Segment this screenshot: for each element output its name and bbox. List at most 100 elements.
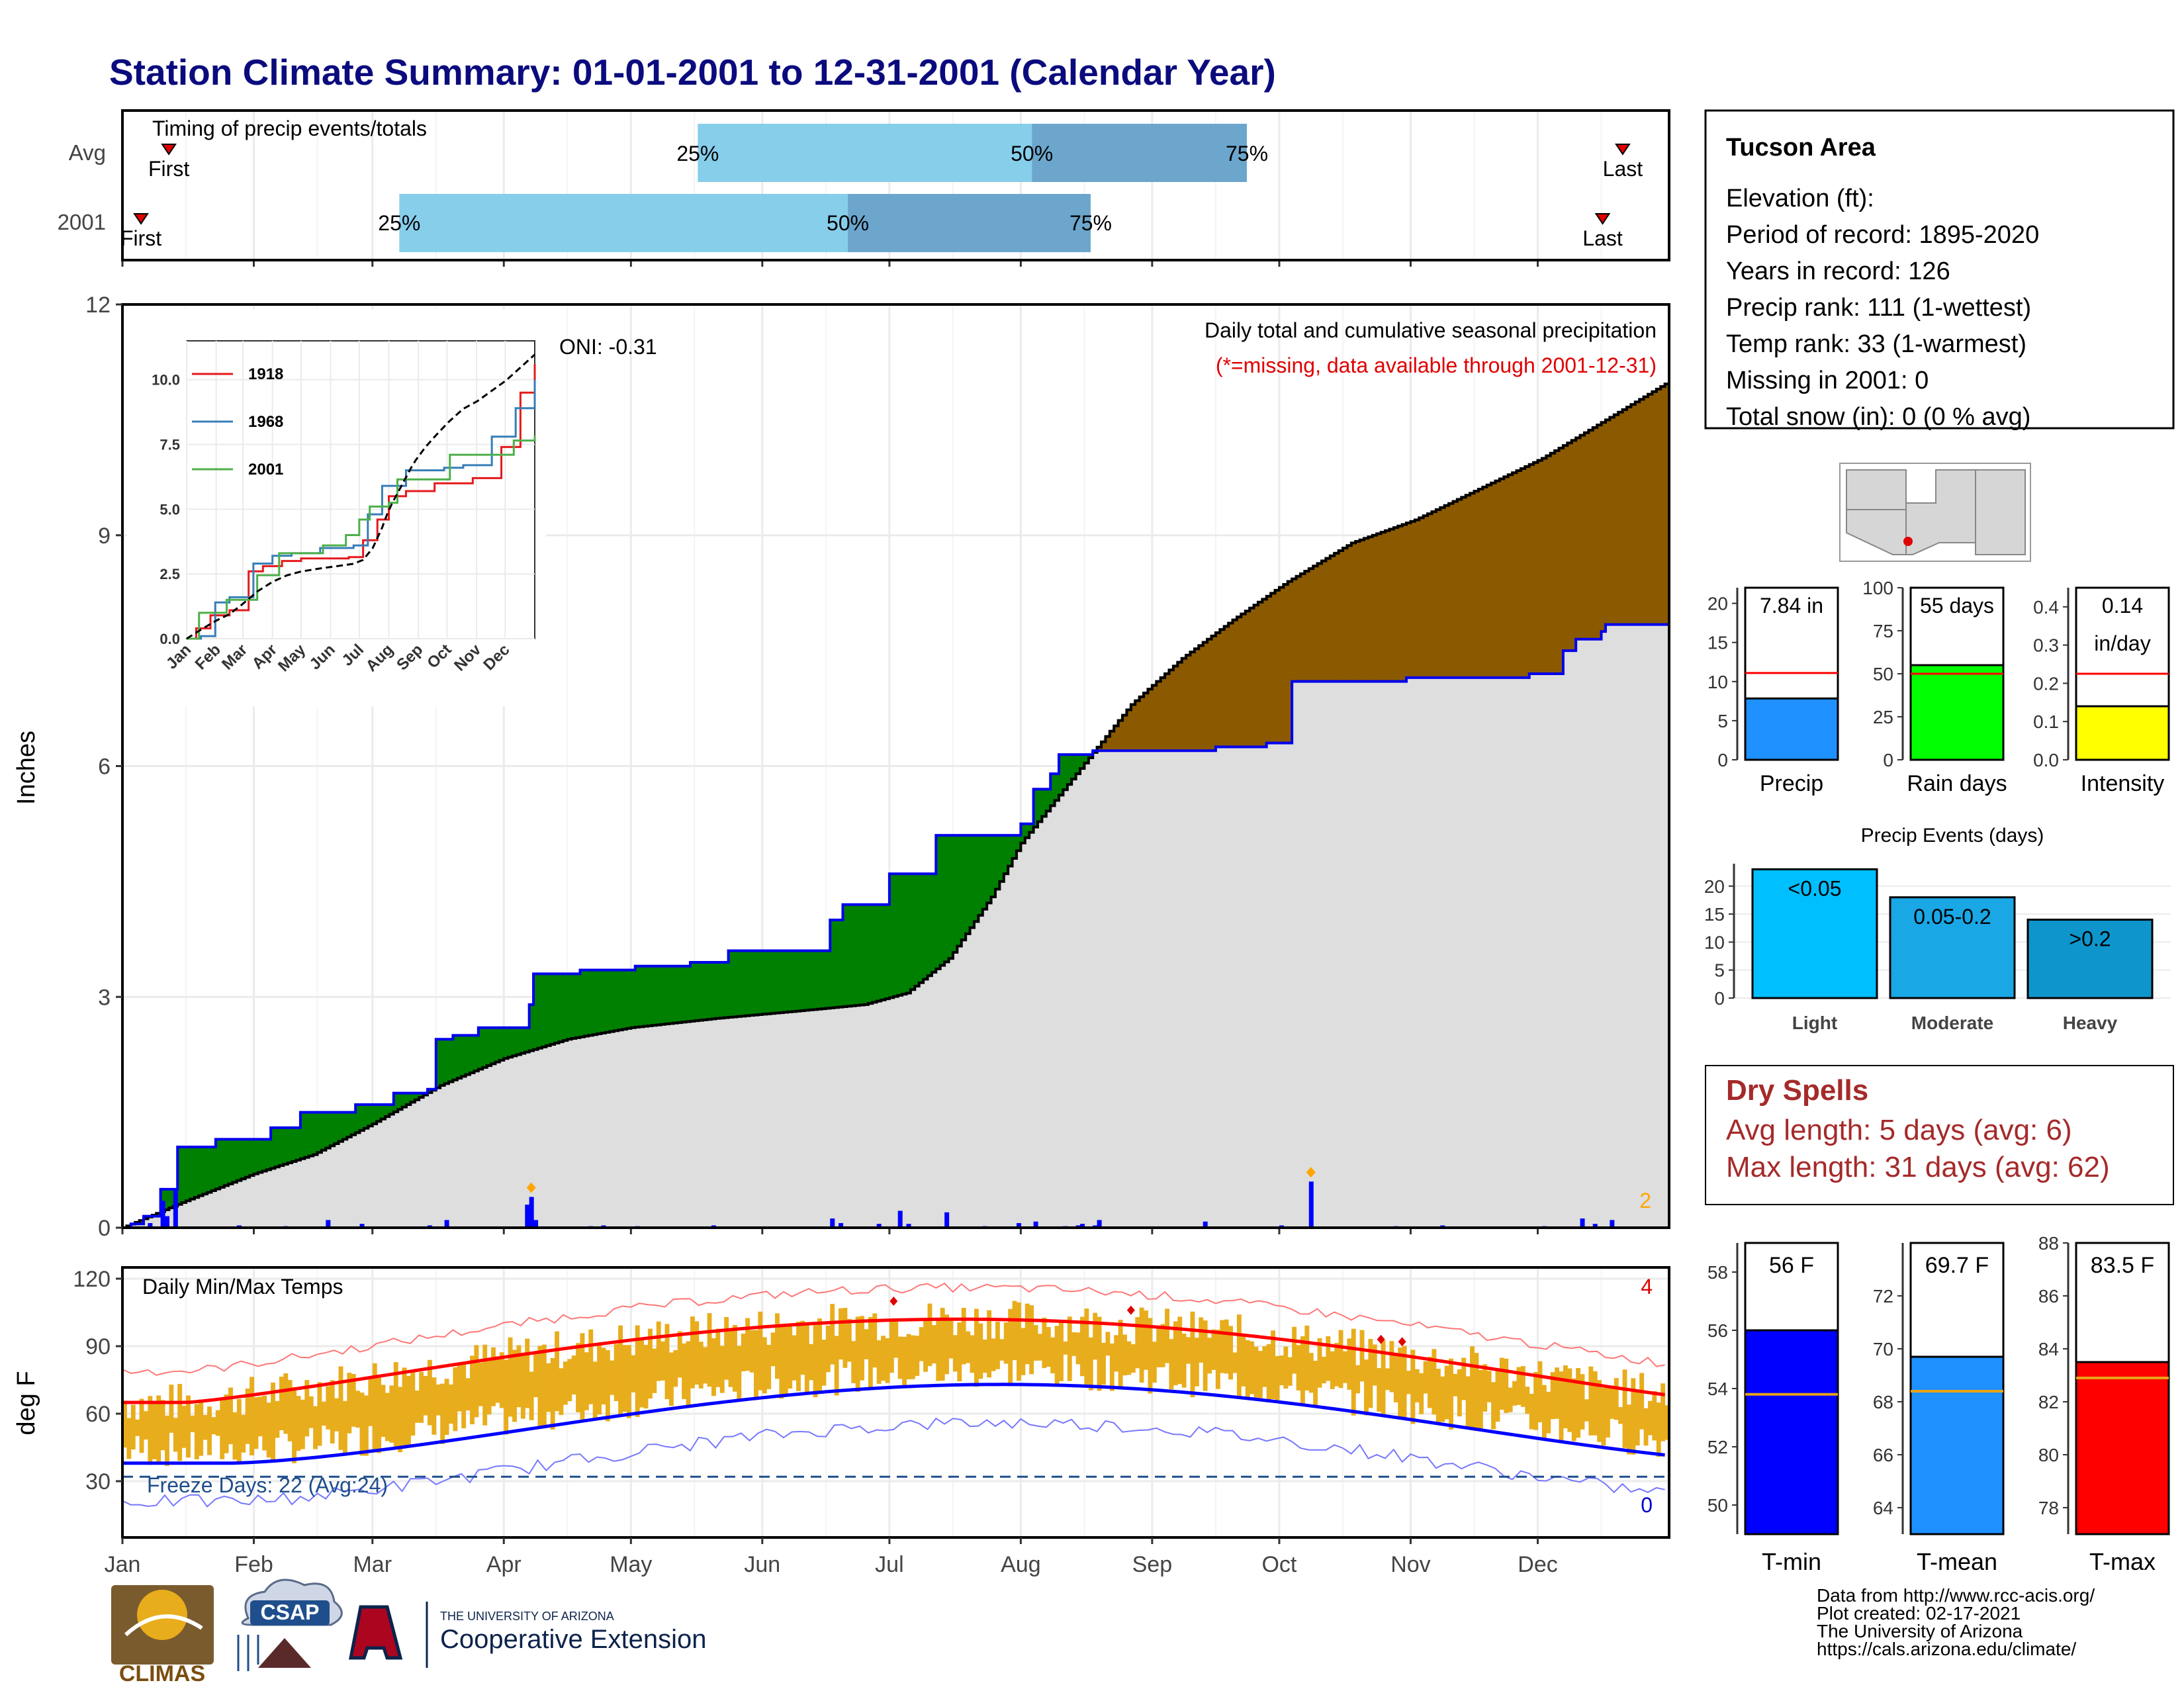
above-normal-area [330,1113,335,1146]
timing-label: Timing of precip events/totals [152,116,427,140]
station-period: Period of record: 1895-2020 [1726,221,2039,249]
below-normal-area [1360,540,1365,682]
temp-bar-value-text: 69.7 F [1925,1253,1989,1278]
above-normal-area [940,835,945,965]
daily-temp-bar [1118,1320,1123,1388]
daily-temp-bar [275,1401,279,1438]
mini-tick-label: 0.0 [2033,750,2059,770]
below-normal-area [1343,548,1347,682]
mini-bar-label: Precip [1760,771,1823,796]
above-normal-area [457,1035,462,1078]
daily-temp-bar [792,1336,797,1381]
daily-temp-bar [207,1406,212,1455]
daily-temp-bar [1419,1373,1424,1414]
below-normal-area [1555,451,1559,674]
timing-row-avg: Avg [69,140,106,165]
above-normal-area [881,905,886,1000]
inset-y-tick: 7.5 [159,437,180,453]
daily-temp-bar [1212,1330,1216,1370]
daily-temp-bar [343,1401,347,1453]
daily-temp-bar [711,1338,716,1396]
daily-temp-bar [1262,1346,1267,1387]
daily-temp-bar [1029,1305,1034,1374]
above-normal-area [835,920,839,1007]
below-normal-area [1144,693,1148,751]
above-normal-area [707,962,712,1019]
daily-precip-bar [1309,1181,1314,1228]
daily-temp-bar [1279,1355,1284,1385]
daily-temp-bar [1271,1330,1275,1399]
daily-temp-bar [537,1346,542,1427]
above-normal-area [784,951,788,1013]
events-tick-label: 20 [1704,876,1725,897]
below-normal-area [1546,456,1551,674]
mini-bar-value-text: 7.84 in [1760,594,1823,617]
daily-temp-bar [1122,1334,1127,1375]
daily-temp-bar [364,1395,369,1455]
precip-ylabel: Inches [13,731,40,805]
precip-header: Daily total and cumulative seasonal prec… [1205,318,1657,342]
daily-temp-bar [758,1312,762,1391]
daily-temp-bar [690,1316,695,1389]
temp-bar-tick-label: 72 [1873,1286,1893,1306]
above-normal-area [597,970,602,1034]
inset-legend-label: 2001 [248,461,283,479]
inset-y-tick: 0.0 [159,631,180,647]
locator-map [1840,463,2030,561]
mini-tick-label: 10 [1707,672,1728,692]
below-normal-area [1368,537,1373,682]
daily-temp-bar [253,1397,258,1449]
above-normal-area [199,1147,203,1196]
above-normal-area [525,1028,529,1052]
daily-temp-bar [436,1385,441,1416]
daily-temp-bar [983,1340,987,1373]
daily-temp-bar [241,1415,246,1453]
daily-temp-bar [1148,1318,1152,1394]
below-normal-area [1262,599,1267,747]
below-normal-area [1602,422,1606,631]
daily-temp-bar [657,1322,661,1381]
first-event-label: First [120,226,161,250]
daily-temp-bar [334,1398,339,1432]
below-normal-area [1148,689,1152,751]
daily-temp-bar [377,1377,381,1453]
temp-bar-tick-label: 58 [1707,1262,1728,1283]
daily-temp-bar [1165,1308,1169,1363]
below-normal-area [1661,387,1665,625]
below-normal-area [1237,617,1242,747]
daily-temp-bar [1195,1338,1199,1387]
daily-temp-bar [237,1399,242,1465]
above-normal-area [627,970,631,1028]
daily-temp-bar [330,1380,335,1443]
daily-temp-bar [1173,1321,1178,1385]
above-normal-area [602,970,606,1033]
footer-credits: Data from http://www.rcc-acis.org/ Plot … [1817,1585,2095,1659]
above-normal-area [309,1113,314,1156]
above-normal-area [678,966,682,1023]
below-normal-area [1512,473,1517,678]
daily-temp-bar [165,1416,169,1466]
daily-temp-bar [148,1396,152,1465]
below-normal-area [1207,639,1212,751]
daily-temp-bar [309,1396,314,1428]
above-normal-area [186,1147,191,1201]
daily-temp-bar [1635,1392,1640,1445]
below-normal-area [1551,453,1555,674]
temp-bar-value-text: 56 F [1769,1253,1814,1278]
temp-bar-label: T-mean [1917,1548,1997,1575]
daily-temp-bar [1466,1376,1471,1427]
extreme-precip-count: 2 [1639,1189,1651,1212]
station-precip-rank: Precip rank: 111 (1-wettest) [1726,294,2031,322]
above-normal-area [915,874,919,986]
timing-bar-50-75 [848,194,1091,252]
daily-temp-bar [1584,1399,1589,1421]
above-normal-area [724,962,729,1018]
above-normal-area [839,920,843,1007]
below-normal-area [1572,440,1576,651]
daily-temp-bar [877,1340,882,1384]
daily-temp-bar [1190,1312,1195,1397]
daily-temp-bar [232,1412,237,1459]
daily-temp-bar [381,1385,386,1437]
below-normal-area [1199,645,1203,751]
daily-temp-bar [966,1331,970,1363]
